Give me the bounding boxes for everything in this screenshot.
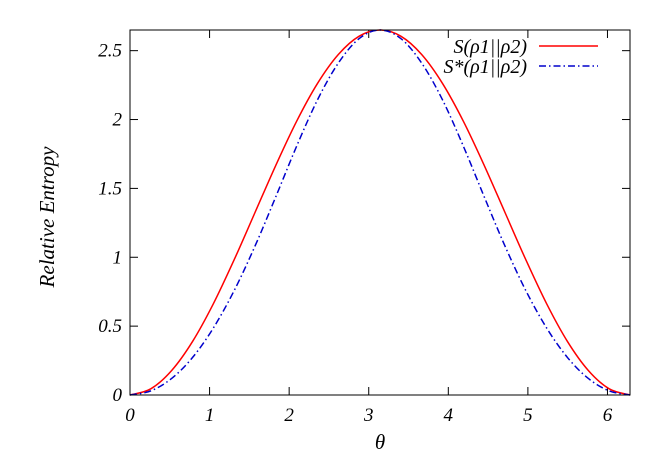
y-tick-label-3: 1.5 [98, 178, 122, 199]
y-tick-label-0: 0 [113, 385, 123, 406]
x-tick-label-4: 4 [444, 405, 454, 426]
ticks-layer [129, 30, 630, 396]
x-tick-label-0: 0 [125, 405, 135, 426]
y-tick-label-4: 2 [113, 110, 123, 131]
y-tick-label-5: 2.5 [98, 41, 122, 62]
y-axis-label: Relative Entropy [35, 146, 59, 289]
plot-frame [129, 29, 631, 396]
x-tick-label-1: 1 [205, 405, 215, 426]
legend-label-S-star: S*(ρ1||ρ2) [443, 56, 527, 78]
legend: S(ρ1||ρ2) S*(ρ1||ρ2) [443, 36, 598, 78]
y-tick-label-1: 0.5 [98, 316, 122, 337]
x-tick-label-5: 5 [523, 405, 533, 426]
x-tick-label-3: 3 [363, 405, 374, 426]
x-axis-label: θ [375, 430, 385, 454]
series-line-S-star [129, 29, 631, 396]
legend-label-S: S(ρ1||ρ2) [453, 36, 527, 58]
x-tick-label-6: 6 [603, 405, 613, 426]
tick-labels-layer: 0 1 2 3 4 5 6 0 0.5 1 1.5 2 2.5 [98, 41, 612, 426]
x-tick-label-2: 2 [284, 405, 294, 426]
y-tick-label-2: 1 [113, 247, 123, 268]
series-layer [129, 29, 631, 396]
